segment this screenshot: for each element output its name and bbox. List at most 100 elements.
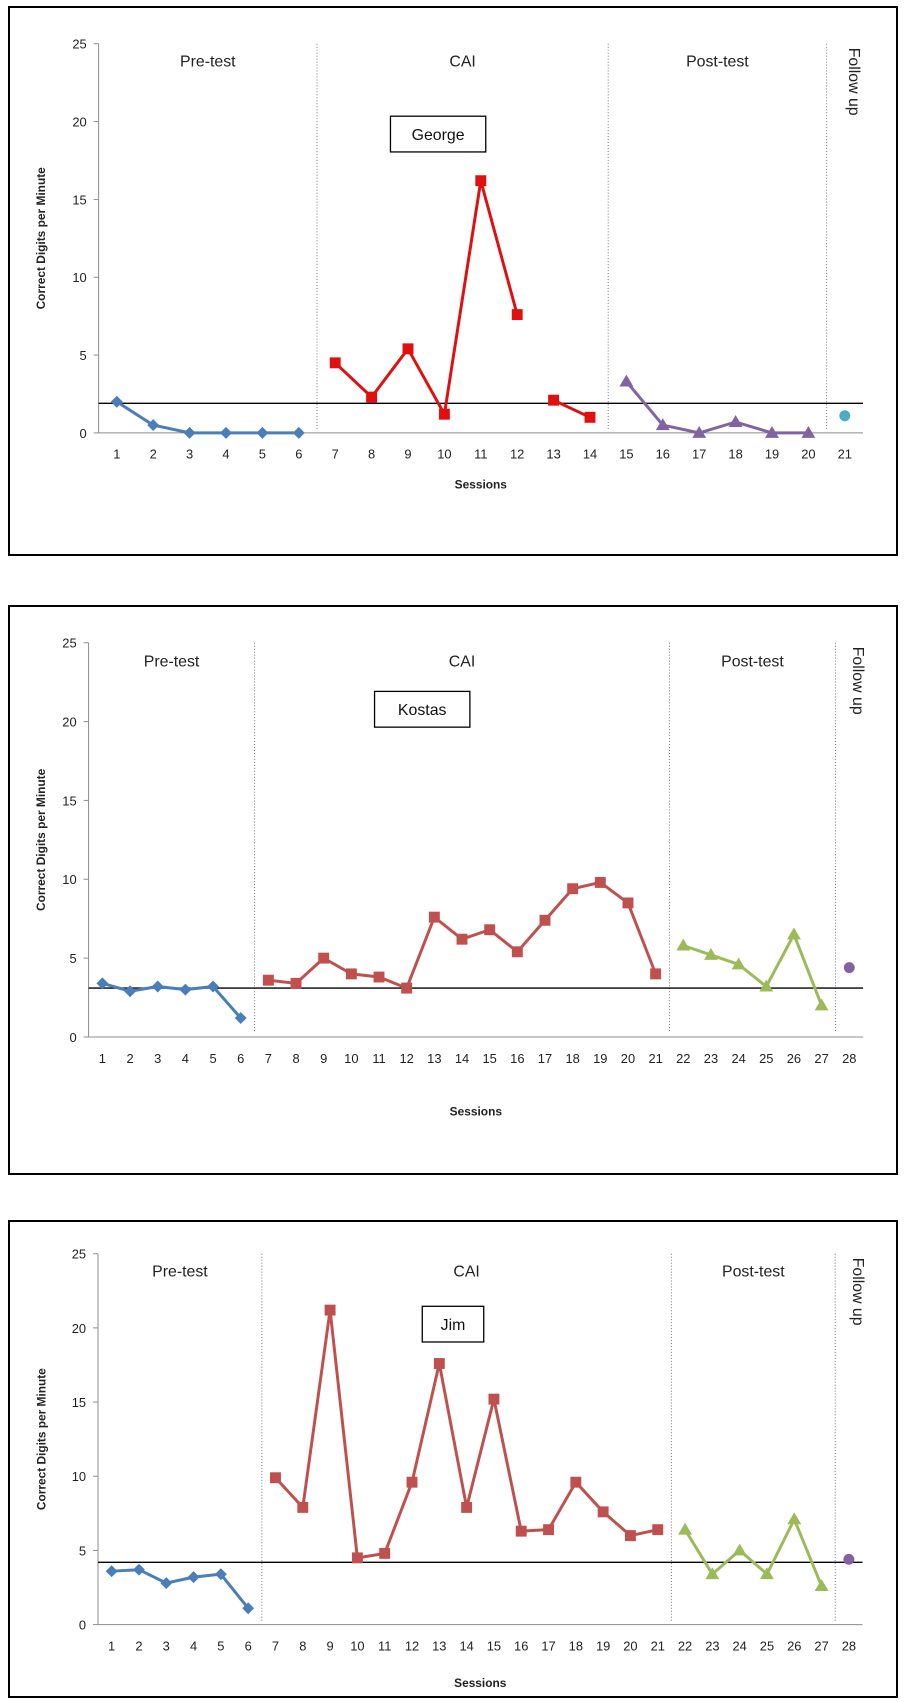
x-tick-label: 13 <box>432 1638 446 1653</box>
x-tick-label: 21 <box>651 1638 665 1653</box>
x-tick-label: 18 <box>565 1051 579 1066</box>
x-tick-label: 25 <box>759 1051 773 1066</box>
data-point-square <box>402 343 414 355</box>
x-tick-label: 9 <box>327 1638 334 1653</box>
data-point-diamond <box>207 980 220 993</box>
y-tick-label: 10 <box>72 1469 86 1484</box>
data-point-square <box>624 1530 636 1542</box>
x-tick-label: 16 <box>510 1051 524 1066</box>
x-tick-label: 12 <box>405 1638 419 1653</box>
data-point-square <box>406 1476 418 1488</box>
data-point-triangle <box>786 927 801 940</box>
x-tick-label: 12 <box>400 1051 414 1066</box>
series-line <box>682 932 823 1006</box>
data-point-triangle <box>732 1543 747 1556</box>
x-tick-label: 1 <box>113 447 120 462</box>
y-tick-label: 0 <box>80 426 87 441</box>
x-tick-label: 14 <box>455 1051 469 1066</box>
data-point-square <box>324 1304 336 1316</box>
x-tick-label: 24 <box>731 1051 745 1066</box>
data-point-square <box>594 876 606 888</box>
data-point-square <box>318 952 330 964</box>
x-tick-label: 19 <box>596 1638 610 1653</box>
x-tick-label: 26 <box>787 1638 801 1653</box>
x-tick-label: 17 <box>692 447 706 462</box>
x-tick-label: 21 <box>648 1051 662 1066</box>
participant-name: Jim <box>441 1317 466 1334</box>
data-point-square <box>570 1476 582 1488</box>
y-tick-label: 15 <box>62 793 76 808</box>
phase-label: Post-test <box>722 1264 785 1281</box>
x-tick-label: 20 <box>801 447 815 462</box>
y-axis-title: Correct Digits per Minute <box>34 768 48 911</box>
y-tick-label: 5 <box>80 348 87 363</box>
data-point-square <box>543 1524 554 1536</box>
data-point-diamond <box>105 1565 118 1578</box>
y-tick-label: 15 <box>72 192 86 207</box>
x-axis-title: Sessions <box>455 477 508 491</box>
x-tick-label: 3 <box>154 1051 161 1066</box>
data-point-square <box>379 1547 391 1559</box>
x-tick-label: 20 <box>623 1638 637 1653</box>
x-tick-label: 9 <box>404 447 411 462</box>
phase-label: Follow up <box>849 647 866 715</box>
phase-label: Follow up <box>849 1258 866 1326</box>
phase-label: Pre-test <box>152 1264 208 1281</box>
data-point-square <box>262 974 274 986</box>
y-tick-label: 0 <box>69 1030 76 1045</box>
phase-label: Post-test <box>721 654 784 671</box>
y-tick-label: 25 <box>72 37 86 52</box>
data-point-triangle <box>814 1579 829 1591</box>
series-line <box>683 1517 823 1587</box>
data-point-square <box>373 971 385 983</box>
phase-label: Pre-test <box>144 654 200 671</box>
x-tick-label: 10 <box>344 1051 358 1066</box>
x-tick-label: 9 <box>320 1051 327 1066</box>
data-point-circle <box>843 962 855 974</box>
y-tick-label: 10 <box>72 270 86 285</box>
x-tick-label: 5 <box>209 1051 216 1066</box>
data-point-triangle <box>801 425 816 438</box>
data-point-square <box>511 946 523 958</box>
y-axis-title: Correct Digits per Minute <box>34 1368 48 1510</box>
x-tick-label: 7 <box>265 1051 272 1066</box>
data-point-triangle <box>765 425 779 438</box>
data-point-square <box>329 357 341 369</box>
y-tick-label: 20 <box>62 715 76 730</box>
x-tick-label: 4 <box>190 1638 197 1653</box>
x-tick-label: 24 <box>733 1638 747 1653</box>
x-tick-label: 23 <box>705 1638 719 1653</box>
data-point-triangle <box>787 1512 802 1525</box>
series-line <box>274 1308 659 1560</box>
x-tick-label: 6 <box>295 447 302 462</box>
x-tick-label: 5 <box>217 1638 224 1653</box>
data-point-triangle <box>760 1567 774 1580</box>
x-tick-label: 16 <box>656 447 670 462</box>
x-axis-title: Sessions <box>450 1104 503 1118</box>
x-tick-label: 12 <box>510 447 524 462</box>
data-point-diamond <box>256 426 269 439</box>
data-point-triangle <box>619 374 634 387</box>
chart-kostas: 0 5 10 15 20 25 1 2 3 4 5 6 7 8 9 10 11 12 13 14 15 16 17 18 19 2… <box>8 605 898 1175</box>
x-tick-label: 2 <box>150 447 157 462</box>
data-point-square <box>456 933 468 945</box>
y-tick-label: 0 <box>79 1618 86 1633</box>
data-point-circle <box>839 410 851 422</box>
x-tick-label: 15 <box>619 447 633 462</box>
x-tick-label: 20 <box>621 1051 635 1066</box>
data-point-square <box>438 408 450 420</box>
x-tick-label: 27 <box>814 1051 828 1066</box>
y-tick-label: 20 <box>72 1321 86 1336</box>
data-point-square <box>297 1501 309 1513</box>
series-line <box>625 380 809 435</box>
x-tick-label: 26 <box>787 1051 801 1066</box>
x-tick-label: 14 <box>459 1638 473 1653</box>
data-point-diamond <box>160 1577 173 1590</box>
x-tick-label: 3 <box>186 447 193 462</box>
data-point-square <box>290 977 302 989</box>
x-tick-label: 11 <box>372 1051 385 1066</box>
data-point-diamond <box>183 426 196 439</box>
data-point-triangle <box>728 415 743 427</box>
data-point-triangle <box>814 998 829 1011</box>
